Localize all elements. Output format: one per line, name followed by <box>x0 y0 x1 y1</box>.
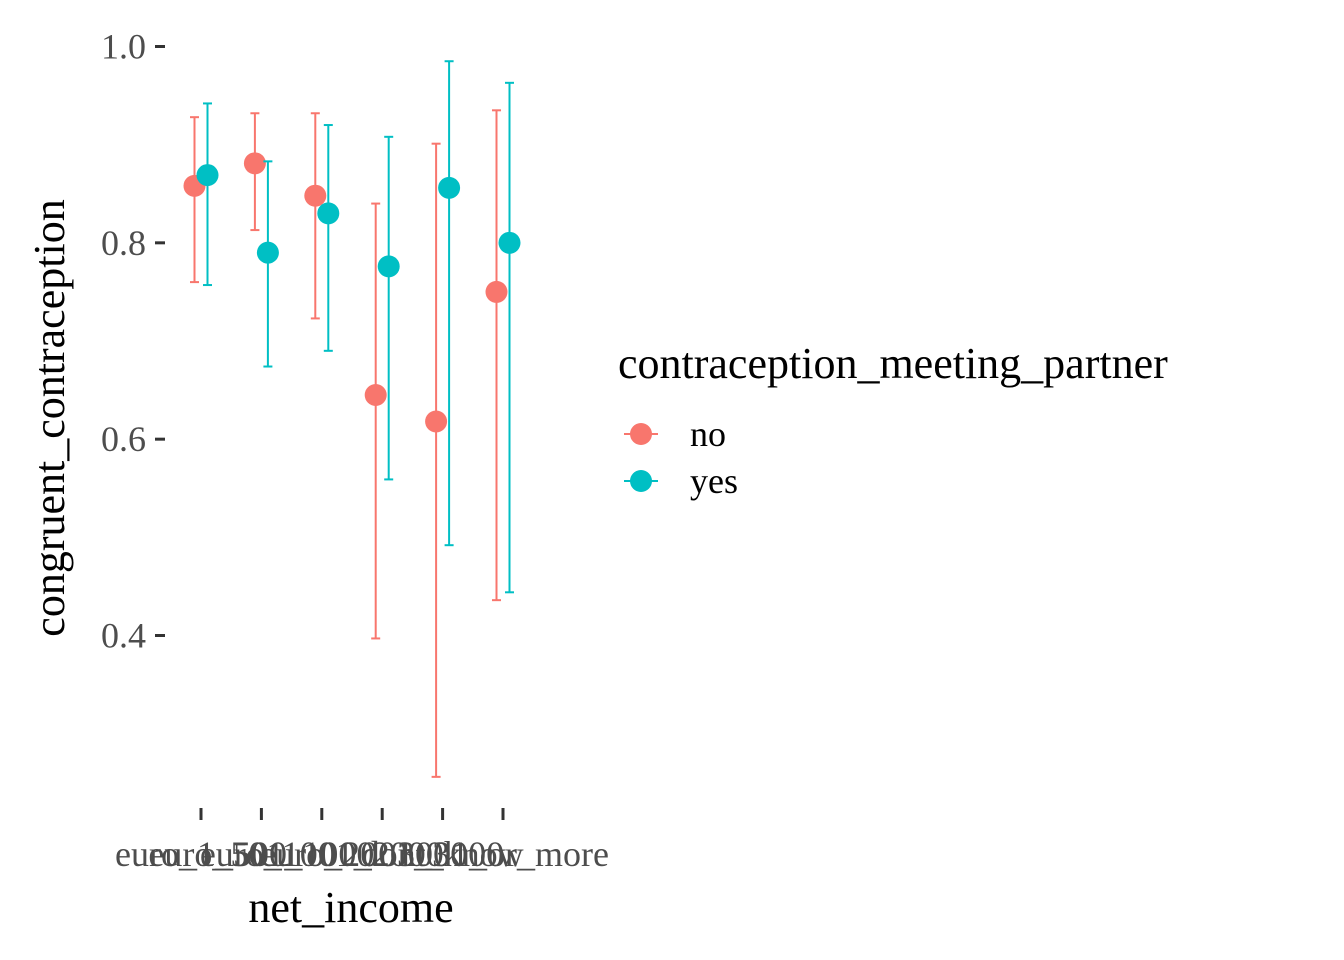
x-axis-title: net_income <box>248 883 453 932</box>
x-tick-label: euro_2001_3000 <box>260 834 504 874</box>
x-tick-label: euro_1_500 <box>115 834 287 874</box>
legend-key-point <box>630 470 652 492</box>
legend-label: no <box>690 414 726 454</box>
series-no <box>183 109 508 778</box>
plot-area <box>183 60 521 778</box>
y-tick-label: 0.4 <box>101 616 146 656</box>
data-point <box>498 231 521 254</box>
data-point <box>377 255 400 278</box>
y-axis-title: congruent_contraception <box>25 199 74 636</box>
legend-item-yes: yes <box>624 461 738 501</box>
data-point <box>485 280 508 303</box>
data-point <box>256 241 279 264</box>
series-yes <box>196 60 521 594</box>
x-tick-label: 3001_or_more <box>397 834 609 874</box>
data-point <box>364 383 387 406</box>
y-axis: 0.4 0.6 0.8 1.0 <box>101 27 165 656</box>
y-tick-label: 0.8 <box>101 223 146 263</box>
legend-title: contraception_meeting_partner <box>618 339 1168 388</box>
data-point <box>425 410 448 433</box>
x-tick-label: dont_know <box>362 834 524 874</box>
x-tick-label: euro_501_1000 <box>148 834 374 874</box>
y-tick-label: 0.6 <box>101 419 146 459</box>
data-point <box>317 202 340 225</box>
legend-key-point <box>630 423 652 445</box>
legend: contraception_meeting_partner no yes <box>618 339 1168 501</box>
data-point <box>196 164 219 187</box>
x-tick-label: euro_1001_2000 <box>200 834 444 874</box>
legend-item-no: no <box>624 414 726 454</box>
x-axis: euro_1_500euro_501_1000euro_1001_2000eur… <box>115 808 609 874</box>
y-tick-label: 1.0 <box>101 27 146 67</box>
data-point <box>304 184 327 207</box>
data-point <box>243 152 266 175</box>
data-point <box>438 176 461 199</box>
legend-label: yes <box>690 461 738 501</box>
